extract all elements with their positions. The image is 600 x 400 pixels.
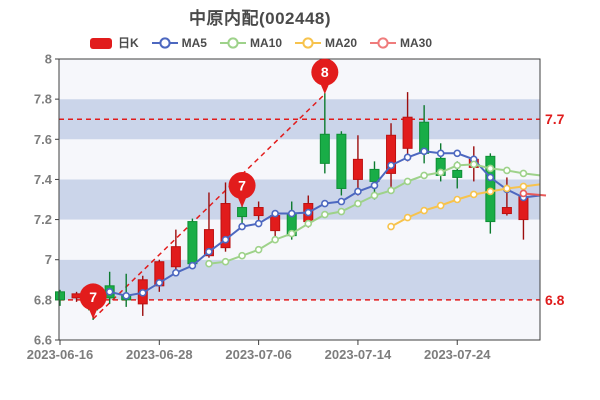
candle xyxy=(187,218,198,269)
x-axis-label: 2023-07-06 xyxy=(225,347,292,362)
axes: 6.6 6.8 7 7.2 7.4 7.6 7.8 8 2023-06-16 2023-06-28… xyxy=(27,52,492,363)
y-axis-label: 6.6 xyxy=(34,333,52,348)
candle xyxy=(501,177,512,216)
x-axis-label: 2023-07-14 xyxy=(325,347,392,362)
balloon-marker-7: 7 xyxy=(228,172,256,208)
ma10-legend-icon xyxy=(219,36,246,49)
candle xyxy=(336,131,347,196)
legend-item-rik[interactable]: 日K xyxy=(88,34,139,51)
legend-item-ma30[interactable]: MA30 xyxy=(370,36,432,50)
legend-label: 日K xyxy=(117,36,139,50)
candle xyxy=(170,229,181,274)
ma20-legend-icon xyxy=(295,36,321,49)
balloon-label: 7 xyxy=(89,289,97,305)
candle xyxy=(402,92,413,162)
y-axis-label: 8 xyxy=(45,52,52,67)
candle xyxy=(55,289,65,306)
legend-label: MA20 xyxy=(325,35,358,50)
plot-border xyxy=(58,58,541,341)
ma10-line xyxy=(205,160,541,268)
y-axis-label: 7 xyxy=(45,252,52,267)
legend-item-ma10[interactable]: MA10 xyxy=(219,35,282,50)
candle xyxy=(319,93,330,174)
ma30-line xyxy=(519,189,547,198)
candle xyxy=(352,135,363,196)
candle xyxy=(386,123,397,188)
x-axis-label: 2023-06-28 xyxy=(126,347,193,362)
chart-legend: 日K MA5 MA10 MA20 MA30 xyxy=(0,34,520,51)
balloon-label: 8 xyxy=(321,64,329,80)
reference-price-label: 6.8 xyxy=(545,292,565,308)
legend-label: MA5 xyxy=(181,35,207,50)
balloon-marker-8: 8 xyxy=(311,58,339,95)
candle xyxy=(203,192,214,258)
legend-label: MA10 xyxy=(249,35,282,50)
balloon-marker-7: 7 xyxy=(79,283,107,319)
chart-title: 中原内配(002448) xyxy=(188,9,332,28)
y-axis-label: 6.8 xyxy=(34,292,52,307)
balloon-label: 7 xyxy=(238,178,246,194)
legend-label: MA30 xyxy=(400,35,433,50)
y-axis-label: 7.8 xyxy=(34,92,52,107)
y-axis-label: 7.6 xyxy=(34,132,52,147)
legend-item-ma5[interactable]: MA5 xyxy=(151,35,207,50)
reference-lines: 7.7 6.8 xyxy=(59,111,565,308)
x-axis-label: 2023-06-16 xyxy=(27,347,94,362)
price-bands xyxy=(59,59,540,340)
reference-price-label: 7.7 xyxy=(545,111,565,127)
ma30-legend-icon xyxy=(370,36,397,49)
y-axis-label: 7.4 xyxy=(34,172,53,187)
y-axis-label: 7.2 xyxy=(34,212,52,227)
ma20-line xyxy=(387,182,541,231)
kline-legend-icon xyxy=(89,37,112,49)
x-axis-label: 2023-07-24 xyxy=(424,347,491,362)
legend-item-ma20[interactable]: MA20 xyxy=(295,36,357,50)
ma5-legend-icon xyxy=(151,36,178,49)
